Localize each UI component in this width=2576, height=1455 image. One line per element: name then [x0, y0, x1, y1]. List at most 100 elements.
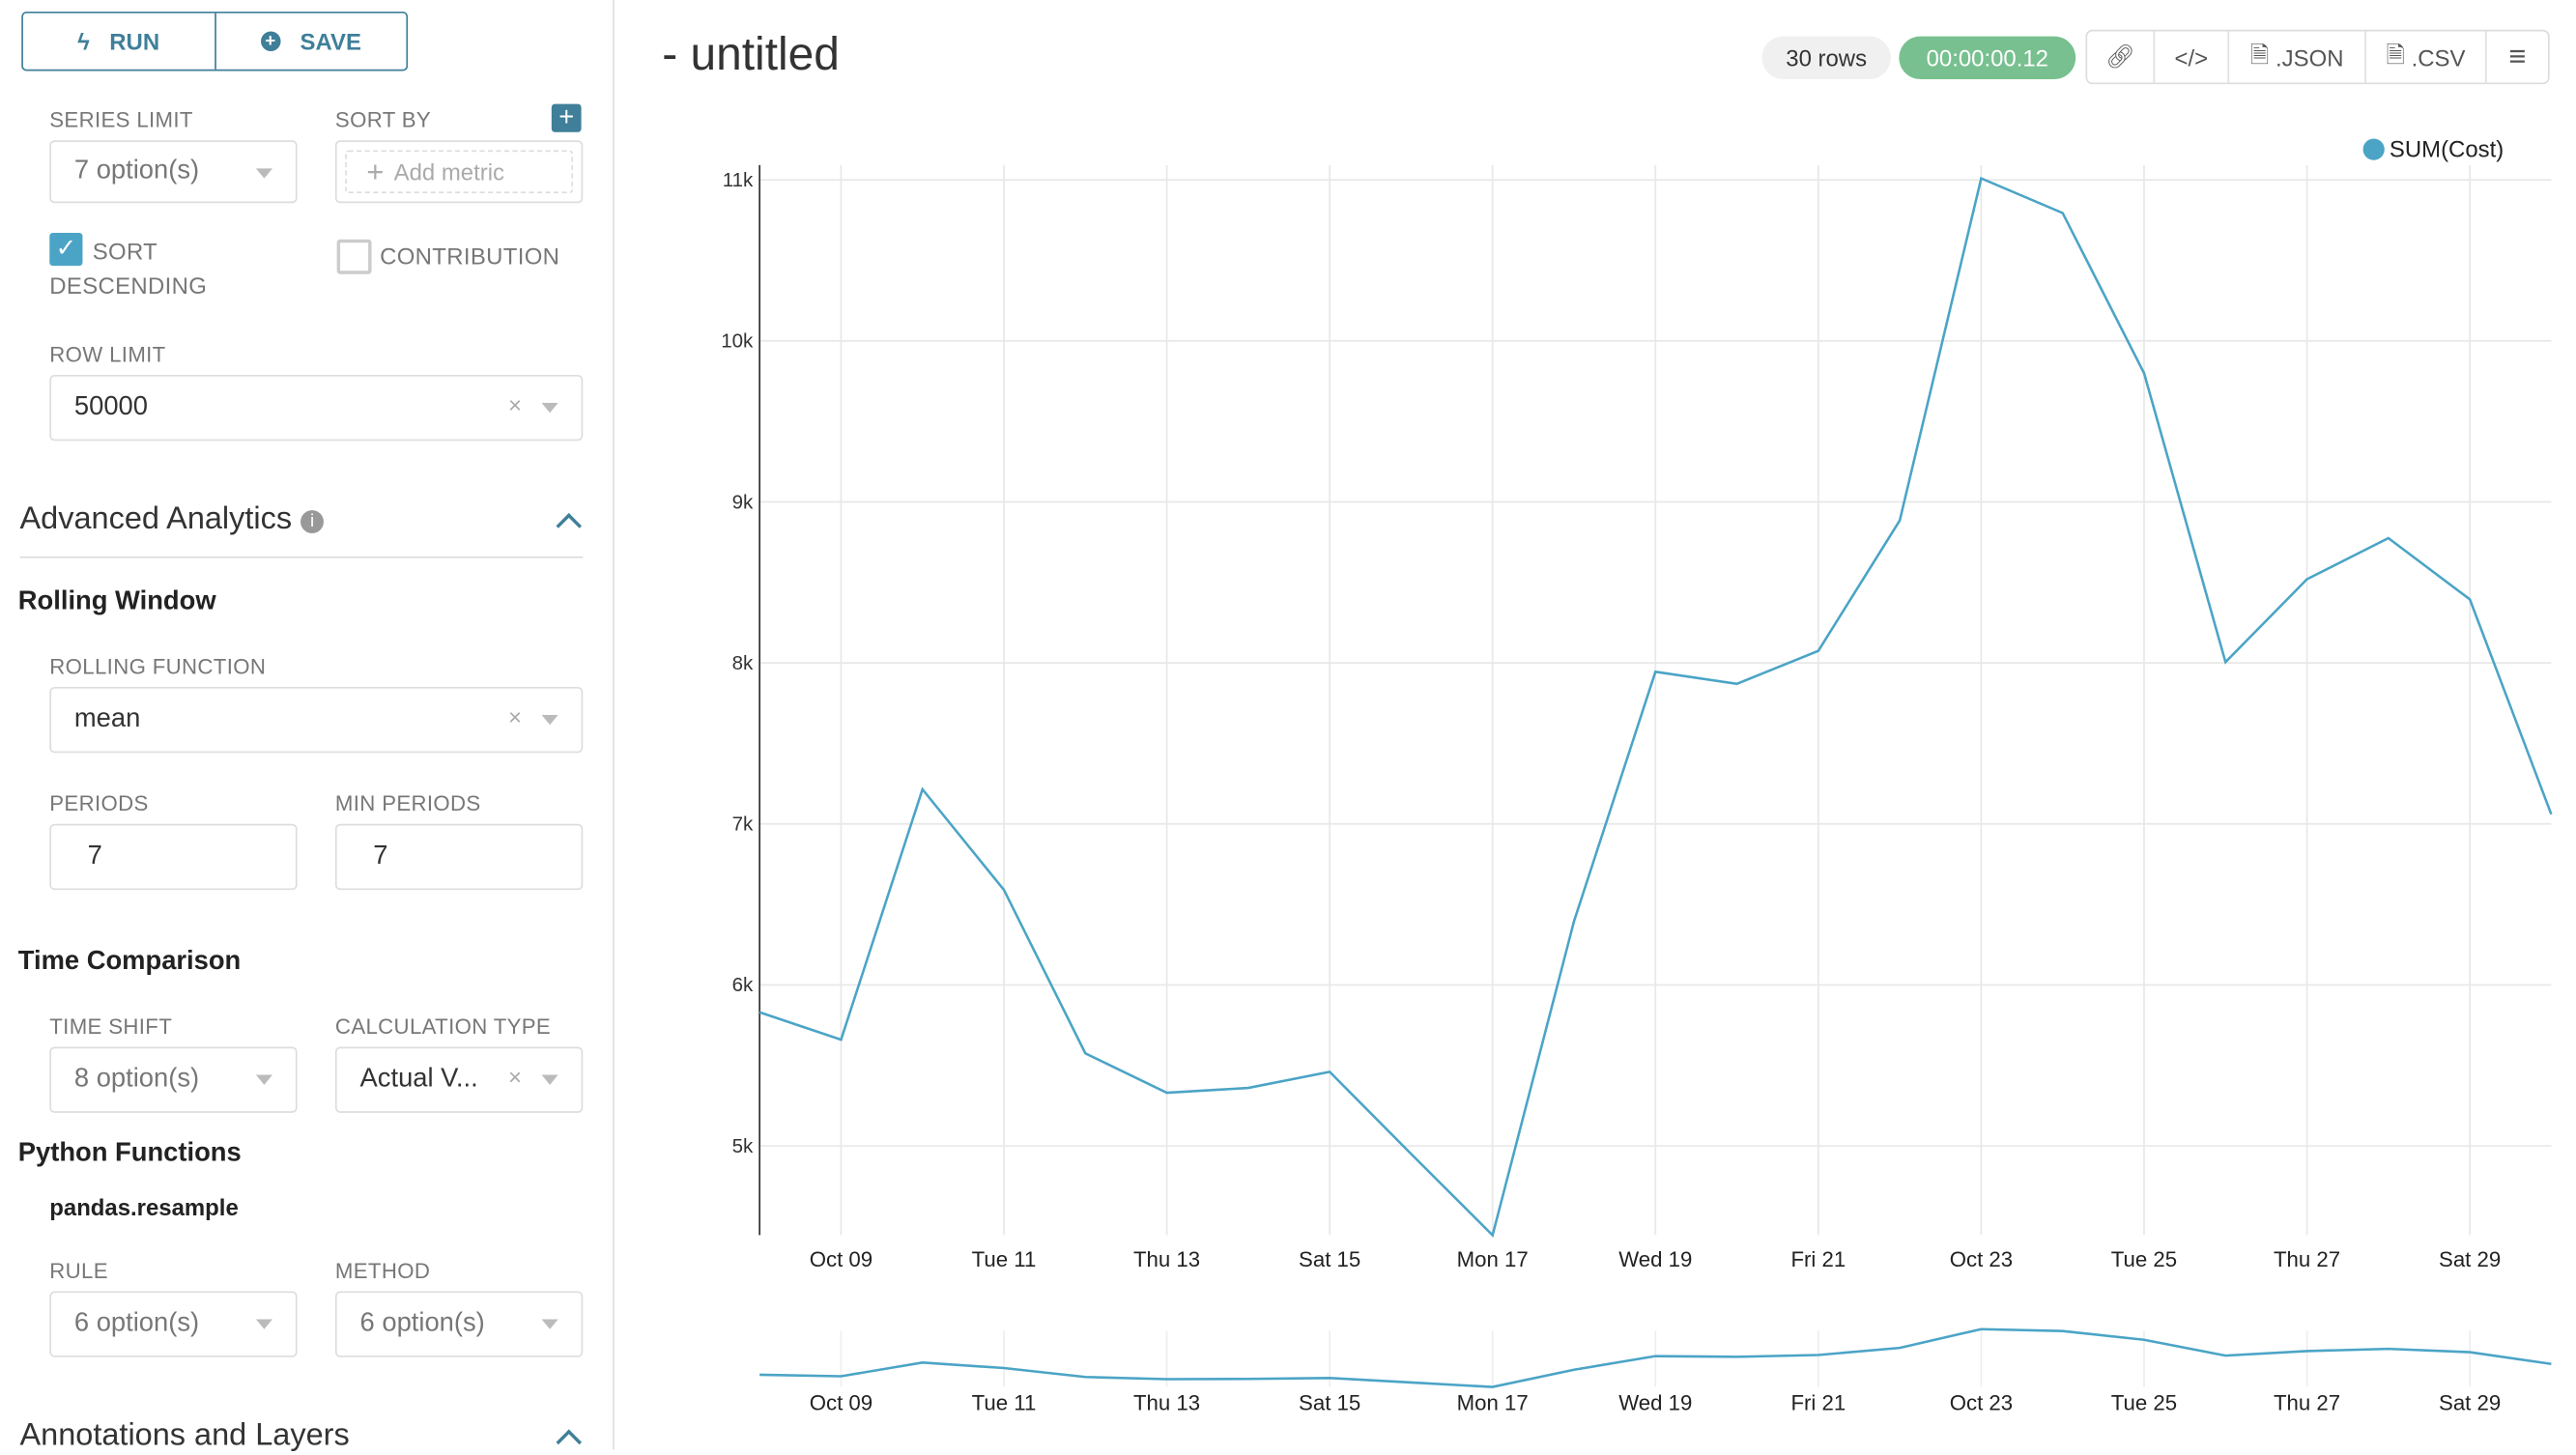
legend-dot	[2362, 137, 2385, 159]
x-tick-label: Tue 25	[2111, 1247, 2177, 1271]
series-limit-select[interactable]: 7 option(s)	[49, 140, 298, 204]
series-limit-value: 7 option(s)	[73, 157, 200, 185]
run-save-group: ϟ RUN + SAVE	[21, 11, 409, 71]
y-tick-label: 9k	[732, 491, 754, 513]
save-button[interactable]: + SAVE	[215, 14, 406, 70]
contribution-checkbox[interactable]	[336, 239, 372, 274]
y-tick-label: 11k	[723, 169, 754, 191]
rolling-window-title: Rolling Window	[17, 587, 216, 616]
caret-down-icon	[541, 714, 558, 726]
y-tick-label: 7k	[732, 813, 754, 836]
add-sort-button[interactable]: +	[551, 103, 582, 132]
link-icon: 🔗︎	[2105, 43, 2135, 70]
y-tick-label: 8k	[732, 652, 754, 674]
rule-label: RULE	[49, 1258, 108, 1283]
row-limit-select[interactable]: 50000 ×	[49, 374, 584, 442]
file-text-icon: 🗎	[2386, 40, 2405, 68]
y-tick-label: 10k	[721, 330, 754, 353]
sort-by-field[interactable]: + Add metric	[334, 140, 584, 204]
embed-code-button[interactable]: </>	[2155, 31, 2230, 83]
brush-x-tick-label: Thu 13	[1133, 1390, 1200, 1414]
x-tick-label: Thu 27	[2274, 1247, 2340, 1271]
csv-label: .CSV	[2411, 43, 2466, 71]
export-json-button[interactable]: 🗎 .JSON	[2229, 31, 2366, 83]
sort-descending-label-1: SORT	[92, 238, 158, 265]
caret-down-icon	[255, 1074, 272, 1085]
periods-input[interactable]: 7	[49, 823, 298, 891]
caret-down-icon	[541, 1319, 558, 1329]
add-metric-label: Add metric	[393, 158, 504, 185]
legend-label: SUM(Cost)	[2389, 135, 2504, 162]
brush-series-line	[759, 1327, 2552, 1388]
brush-x-tick-label: Wed 19	[1618, 1390, 1692, 1414]
brush-x-tick-label: Sat 29	[2439, 1390, 2501, 1414]
x-tick-label: Oct 23	[1950, 1247, 2013, 1271]
x-tick-label: Wed 19	[1618, 1247, 1692, 1271]
method-label: METHOD	[334, 1258, 431, 1283]
legend-item[interactable]: SUM(Cost)	[2362, 135, 2504, 162]
y-tick-label: 6k	[732, 974, 754, 996]
series-line-sum-cost	[758, 176, 2553, 1239]
brush-x-tick-label: Tue 25	[2111, 1390, 2177, 1414]
clear-icon[interactable]: ×	[508, 703, 523, 730]
calculation-type-select[interactable]: Actual V... ×	[334, 1046, 584, 1113]
brush-x-tick-label: Thu 27	[2274, 1390, 2340, 1414]
contribution-label: CONTRIBUTION	[380, 242, 560, 270]
run-button[interactable]: ϟ RUN	[23, 13, 216, 70]
calculation-type-value: Actual V...	[359, 1065, 478, 1094]
row-limit-value: 50000	[73, 392, 148, 421]
caret-down-icon	[255, 168, 272, 179]
brush-x-tick-label: Sat 15	[1299, 1390, 1360, 1414]
divider	[19, 556, 584, 558]
rule-select[interactable]: 6 option(s)	[49, 1291, 298, 1357]
caret-down-icon	[541, 402, 558, 414]
time-shift-select[interactable]: 8 option(s)	[49, 1046, 298, 1113]
row-limit-label: ROW LIMIT	[49, 341, 166, 367]
python-functions-title: Python Functions	[17, 1139, 242, 1168]
x-tick-label: Fri 21	[1790, 1247, 1846, 1271]
annotations-header[interactable]: Annotations and Layers	[20, 1418, 350, 1455]
x-tick-label: Sat 29	[2439, 1247, 2501, 1271]
x-tick-label: Oct 09	[810, 1247, 873, 1271]
rule-value: 6 option(s)	[73, 1309, 200, 1338]
time-comparison-title: Time Comparison	[17, 947, 242, 977]
add-metric-button[interactable]: + Add metric	[345, 150, 574, 193]
pandas-resample-label: pandas.resample	[49, 1193, 239, 1220]
query-timer-badge: 00:00:00.12	[1899, 36, 2076, 80]
brush-x-tick-label: Oct 23	[1950, 1390, 2013, 1414]
caret-down-icon	[541, 1074, 558, 1085]
x-tick-label: Mon 17	[1457, 1247, 1529, 1271]
clear-icon[interactable]: ×	[508, 391, 523, 418]
info-icon: i	[301, 510, 325, 534]
method-select[interactable]: 6 option(s)	[334, 1291, 584, 1357]
advanced-analytics-header[interactable]: Advanced Analytics i	[20, 502, 325, 539]
x-tick-label: Thu 13	[1133, 1247, 1200, 1271]
periods-value: 7	[87, 842, 102, 870]
rolling-function-select[interactable]: mean ×	[49, 686, 584, 754]
min-periods-label: MIN PERIODS	[334, 790, 481, 816]
json-label: .JSON	[2275, 43, 2344, 71]
bolt-icon: ϟ	[77, 28, 90, 55]
run-label: RUN	[109, 28, 160, 55]
brush-x-tick-label: Oct 09	[810, 1390, 873, 1414]
x-tick-label: Tue 11	[972, 1247, 1037, 1271]
sort-descending-label-2: DESCENDING	[49, 271, 208, 300]
sort-descending-checkbox[interactable]: ✓	[49, 232, 83, 267]
rolling-function-value: mean	[73, 704, 141, 733]
export-csv-button[interactable]: 🗎 .CSV	[2366, 31, 2487, 83]
y-tick-label: 5k	[732, 1135, 754, 1157]
file-code-icon: 🗎	[2249, 40, 2270, 68]
more-menu-button[interactable]: ≡	[2487, 31, 2548, 82]
x-tick-label: Sat 15	[1299, 1247, 1360, 1271]
min-periods-value: 7	[373, 842, 388, 870]
clear-icon[interactable]: ×	[508, 1063, 523, 1090]
plus-icon: +	[366, 154, 385, 187]
min-periods-input[interactable]: 7	[334, 823, 584, 891]
code-icon: </>	[2174, 43, 2209, 71]
chart-title[interactable]: - untitled	[662, 28, 840, 80]
copy-link-button[interactable]: 🔗︎	[2087, 31, 2156, 83]
time-shift-label: TIME SHIFT	[49, 1013, 173, 1039]
control-panel: ϟ RUN + SAVE SERIES LIMIT 7 option(s) SORT…	[0, 0, 615, 1455]
row-count-badge: 30 rows	[1761, 36, 1891, 80]
